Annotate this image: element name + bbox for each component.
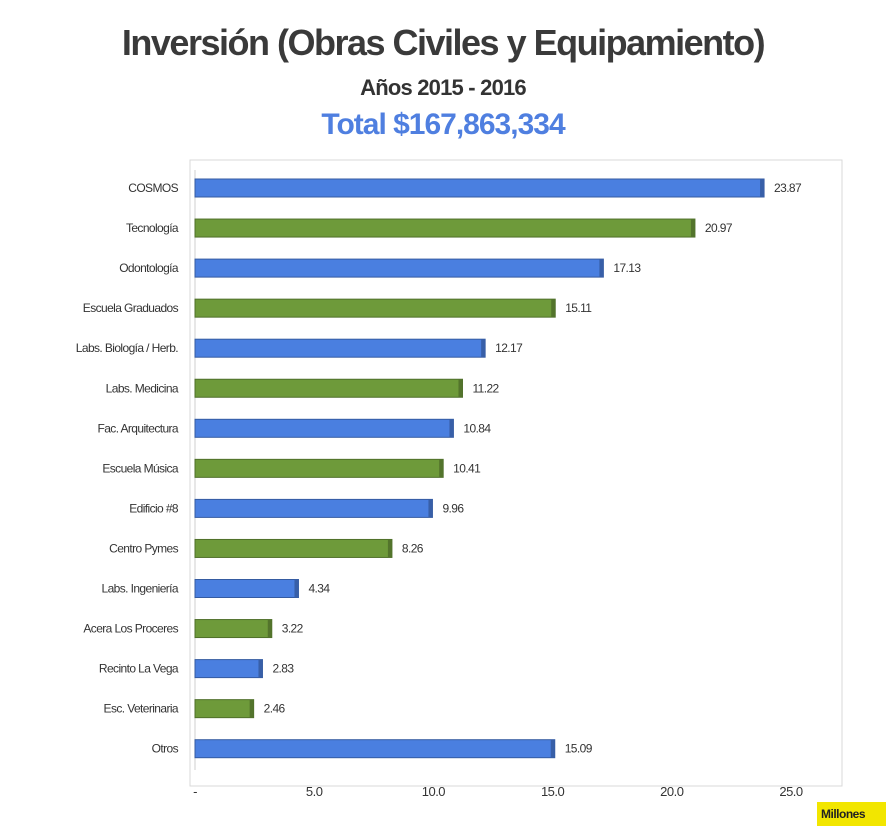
bar-cap-0 — [760, 179, 765, 197]
x-tick-labels-group: - 5.0 10.0 15.0 20.0 25.0 — [193, 784, 803, 799]
bar-cap-2 — [599, 259, 604, 278]
bar-14 — [194, 739, 556, 759]
category-labels-group: COSMOS Tecnología Odontología Escuela Gradu… — [76, 181, 180, 756]
category-label-6: Fac. Arquitectura — [97, 421, 178, 435]
bars-group — [194, 178, 765, 759]
category-label-3: Escuela Graduados — [83, 301, 179, 315]
value-label-9: 8.26 — [402, 541, 424, 555]
value-label-4: 12.17 — [495, 341, 523, 355]
category-label-11: Acera Los Proceres — [83, 622, 178, 636]
bar-10 — [194, 579, 299, 598]
category-label-8: Edificio #8 — [129, 501, 179, 515]
category-label-2: Odontología — [119, 261, 179, 275]
bar-13 — [194, 699, 255, 719]
bar-cap-5 — [458, 379, 463, 398]
category-label-7: Escuela Música — [102, 461, 179, 475]
value-label-1: 20.97 — [705, 221, 733, 235]
value-label-6: 10.84 — [463, 421, 491, 435]
category-label-4: Labs. Biología / Herb. — [76, 341, 178, 355]
bar-cap-12 — [258, 659, 263, 678]
bar-cap-3 — [551, 299, 556, 318]
bar-cap-7 — [439, 459, 444, 478]
bar-cap-10 — [294, 579, 299, 598]
bar-cap-9 — [387, 539, 392, 558]
units-badge: Millones — [817, 802, 886, 826]
value-label-2: 17.13 — [613, 261, 641, 275]
category-label-12: Recinto La Vega — [99, 662, 179, 676]
category-label-0: COSMOS — [128, 181, 178, 195]
value-label-5: 11.22 — [472, 381, 499, 395]
bar-7 — [194, 458, 444, 478]
bar-3 — [194, 298, 556, 318]
value-labels-group: 23.87 20.97 17.13 15.11 12.17 11.22 10.84 10.41… — [264, 181, 803, 756]
x-tick-label-0: - — [193, 784, 197, 799]
bar-9 — [194, 538, 393, 558]
value-label-8: 9.96 — [442, 501, 464, 515]
bar-cap-4 — [481, 339, 486, 358]
bar-6 — [194, 418, 454, 438]
bar-2 — [194, 258, 604, 278]
bar-cap-6 — [449, 419, 454, 438]
value-label-7: 10.41 — [453, 461, 481, 475]
bar-cap-8 — [428, 499, 433, 518]
chart-subtitle: Años 2015 - 2016 — [360, 75, 527, 100]
category-label-5: Labs. Medicina — [106, 381, 179, 395]
x-tick-label-3: 15.0 — [541, 784, 565, 799]
bar-4 — [194, 338, 486, 358]
category-label-9: Centro Pymes — [109, 541, 178, 555]
category-label-1: Tecnología — [126, 221, 179, 235]
bar-12 — [194, 659, 263, 679]
bar-cap-13 — [249, 699, 254, 718]
x-tick-label-1: 5.0 — [306, 784, 323, 799]
bar-1 — [194, 218, 696, 238]
category-label-10: Labs. Ingeniería — [102, 582, 179, 596]
value-label-14: 15.09 — [565, 742, 593, 756]
chart-total: Total $167,863,334 — [321, 108, 565, 141]
bar-8 — [194, 498, 433, 518]
x-tick-label-2: 10.0 — [422, 784, 446, 799]
category-label-14: Otros — [152, 742, 179, 756]
bar-cap-14 — [550, 739, 555, 758]
bar-0 — [194, 178, 765, 198]
x-tick-label-5: 25.0 — [779, 784, 803, 799]
bar-11 — [194, 619, 273, 639]
value-label-0: 23.87 — [774, 181, 802, 195]
chart-title: Inversión (Obras Civiles y Equipamiento) — [121, 22, 766, 63]
value-label-12: 2.83 — [272, 662, 294, 676]
value-label-3: 15.11 — [565, 301, 592, 315]
value-label-10: 4.34 — [308, 582, 330, 596]
bar-cap-11 — [267, 619, 272, 638]
value-label-11: 3.22 — [282, 622, 304, 636]
bar-5 — [194, 378, 463, 398]
value-label-13: 2.46 — [264, 702, 286, 716]
x-tick-label-4: 20.0 — [660, 784, 684, 799]
bar-cap-1 — [690, 219, 695, 238]
category-label-13: Esc. Veterinaria — [104, 702, 179, 716]
